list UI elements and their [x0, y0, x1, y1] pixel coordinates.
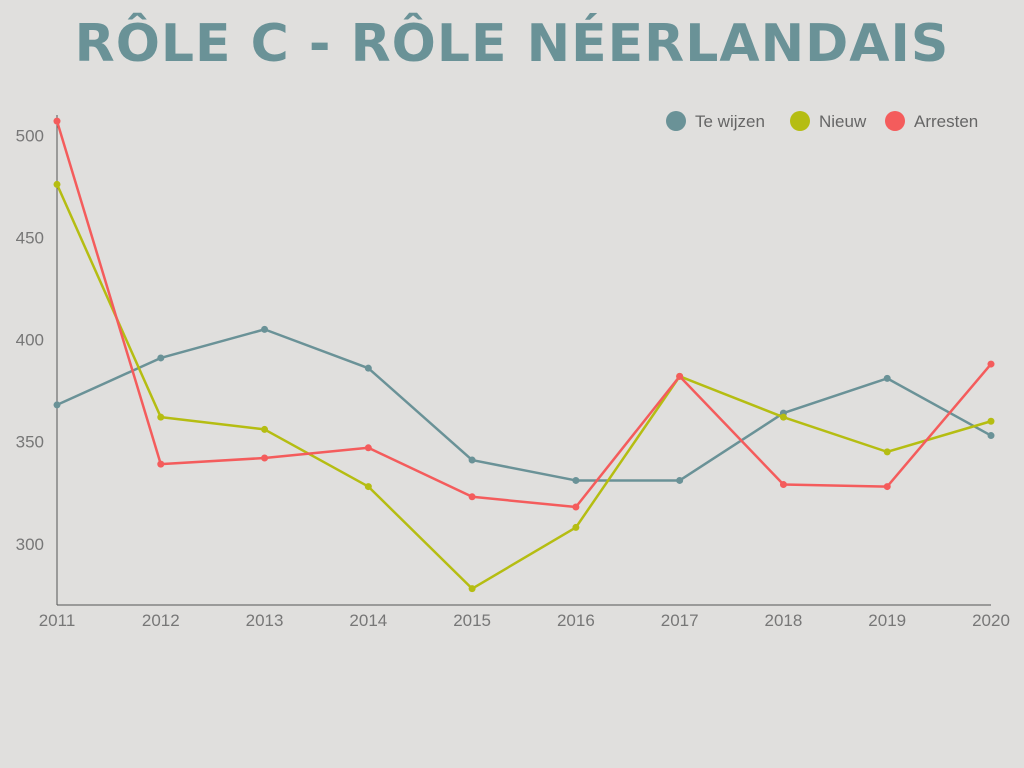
data-point	[364, 444, 372, 452]
data-point	[676, 372, 684, 380]
data-point	[572, 503, 580, 511]
data-point	[468, 493, 476, 501]
x-tick-label: 2014	[349, 611, 387, 630]
y-tick-label: 350	[16, 433, 44, 452]
data-point	[364, 483, 372, 491]
data-point	[157, 354, 165, 362]
x-tick-label: 2016	[557, 611, 595, 630]
data-point	[987, 417, 995, 425]
series-points	[53, 117, 995, 593]
data-point	[883, 483, 891, 491]
axes: 300 350 400 450 500 2011 2012 2013 2014 2015 2016 2…	[16, 115, 1010, 630]
legend-marker	[666, 111, 686, 131]
series-line	[55, 119, 993, 509]
x-tick-label: 2015	[453, 611, 491, 630]
series-line	[55, 183, 993, 590]
data-point	[987, 432, 995, 440]
x-tick-label: 2020	[972, 611, 1010, 630]
x-tick-label: 2013	[246, 611, 284, 630]
legend-label: Nieuw	[819, 112, 867, 131]
data-point	[53, 401, 61, 409]
data-point	[987, 360, 995, 368]
legend-marker	[790, 111, 810, 131]
series-lines	[55, 119, 993, 590]
legend: Te wijzen Nieuw Arresten	[666, 111, 978, 131]
legend-item: Nieuw	[790, 111, 867, 131]
data-point	[779, 481, 787, 489]
data-point	[779, 413, 787, 421]
legend-item: Arresten	[885, 111, 978, 131]
y-tick-label: 450	[16, 229, 44, 248]
x-tick-label: 2012	[142, 611, 180, 630]
y-tick-label: 500	[16, 126, 44, 145]
data-point	[468, 456, 476, 464]
x-tick-label: 2017	[661, 611, 699, 630]
series-line	[55, 328, 993, 482]
y-tick-label: 300	[16, 535, 44, 554]
data-point	[572, 523, 580, 531]
legend-label: Te wijzen	[695, 112, 765, 131]
chart-title: RÔLE C - RÔLE NÉERLANDAIS	[74, 14, 950, 74]
data-point	[261, 325, 269, 333]
data-point	[157, 413, 165, 421]
data-point	[572, 476, 580, 484]
data-point	[53, 180, 61, 188]
y-tick-label: 400	[16, 331, 44, 350]
x-tick-label: 2018	[765, 611, 803, 630]
x-tick-label: 2019	[868, 611, 906, 630]
data-point	[883, 448, 891, 456]
data-point	[468, 585, 476, 593]
data-point	[883, 374, 891, 382]
data-point	[261, 425, 269, 433]
legend-label: Arresten	[914, 112, 978, 131]
data-point	[676, 476, 684, 484]
legend-marker	[885, 111, 905, 131]
data-point	[261, 454, 269, 462]
data-point	[364, 364, 372, 372]
data-point	[53, 117, 61, 125]
x-tick-label: 2011	[39, 611, 76, 630]
data-point	[157, 460, 165, 468]
legend-item: Te wijzen	[666, 111, 765, 131]
